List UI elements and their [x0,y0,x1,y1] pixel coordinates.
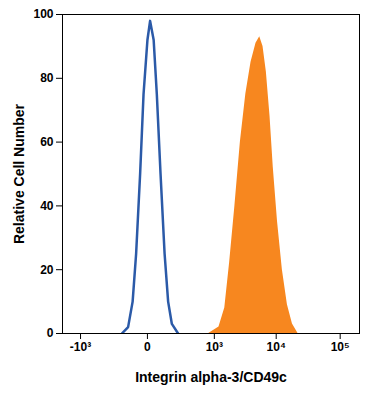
svg-text:0: 0 [47,326,54,340]
svg-text:40: 40 [40,199,54,213]
svg-text:10³: 10³ [206,340,223,354]
svg-text:20: 20 [40,263,54,277]
svg-text:10⁴: 10⁴ [267,340,286,354]
svg-text:0: 0 [144,340,151,354]
svg-text:60: 60 [40,135,54,149]
svg-text:Integrin alpha-3/CD49c: Integrin alpha-3/CD49c [135,369,287,385]
svg-text:100: 100 [33,7,53,21]
svg-text:-10³: -10³ [70,340,91,354]
svg-text:10⁵: 10⁵ [331,340,350,354]
svg-text:80: 80 [40,71,54,85]
svg-text:Relative Cell Number: Relative Cell Number [11,103,27,244]
